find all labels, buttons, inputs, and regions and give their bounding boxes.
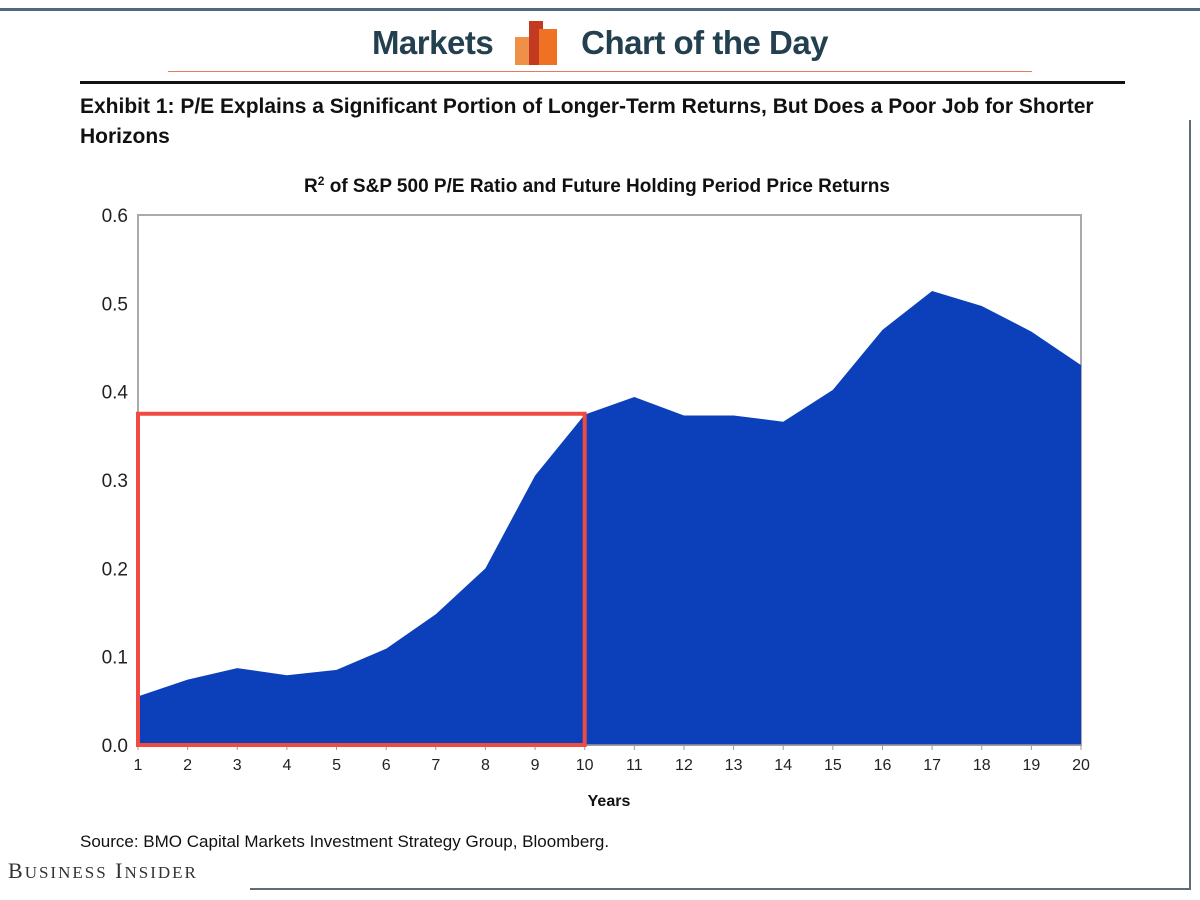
area-series [138, 290, 1081, 745]
y-tick-label: 0.4 [102, 383, 129, 404]
x-tick-label: 1 [134, 757, 143, 774]
x-tick-label: 5 [332, 757, 341, 774]
x-tick-label: 15 [824, 757, 842, 774]
y-tick-label: 0.2 [102, 559, 128, 580]
header-markets: Markets [371, 24, 494, 61]
frame-right [1189, 120, 1191, 890]
frame-bottom [250, 888, 1191, 890]
x-tick-label: 20 [1072, 757, 1090, 774]
y-tick-label: 0.6 [102, 206, 128, 227]
y-tick-label: 0.3 [102, 471, 128, 492]
x-tick-label: 16 [874, 757, 892, 774]
business-insider-logo: BUSINESS INSIDER [8, 858, 198, 883]
x-tick-label: 4 [282, 757, 291, 774]
x-tick-label: 7 [431, 757, 440, 774]
x-tick-label: 14 [774, 757, 792, 774]
y-tick-label: 0.0 [102, 736, 128, 757]
frame-top [80, 81, 1125, 84]
x-tick-label: 19 [1022, 757, 1040, 774]
header: Markets Chart of the Day [0, 18, 1200, 68]
y-tick-label: 0.1 [102, 648, 128, 669]
exhibit-title: Exhibit 1: P/E Explains a Significant Po… [80, 95, 1094, 148]
x-tick-label: 17 [923, 757, 941, 774]
highlight-box [136, 411, 587, 747]
x-tick-label: 10 [576, 757, 594, 774]
x-axis-label: Years [588, 793, 631, 810]
y-tick-label: 0.5 [102, 294, 128, 315]
x-tick-label: 11 [626, 757, 643, 774]
source-note: Source: BMO Capital Markets Investment S… [80, 832, 610, 851]
x-tick-label: 9 [531, 757, 540, 774]
top-rule [0, 8, 1200, 11]
x-tick-label: 8 [481, 757, 490, 774]
header-chart-of-the-day: Chart of the Day [581, 24, 829, 61]
x-tick-label: 12 [675, 757, 693, 774]
chart-title: R2 of S&P 500 P/E Ratio and Future Holdi… [304, 174, 890, 197]
chart-logo-icon [515, 21, 559, 65]
header-divider [168, 71, 1032, 72]
x-tick-label: 13 [725, 757, 743, 774]
x-tick-label: 18 [973, 757, 991, 774]
x-tick-label: 2 [183, 757, 192, 774]
x-tick-label: 3 [233, 757, 242, 774]
x-tick-label: 6 [382, 757, 391, 774]
